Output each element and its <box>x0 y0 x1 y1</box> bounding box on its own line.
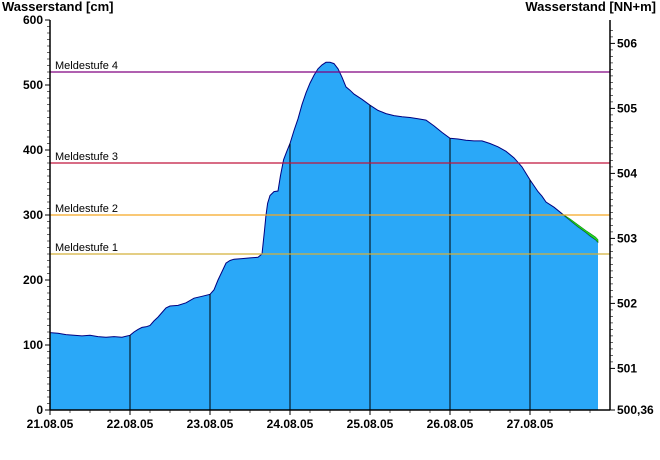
x-tick-label: 22.08.05 <box>107 417 154 431</box>
threshold-layer: Meldestufe 1 Meldestufe 2 Meldestufe 3 Meld… <box>50 60 610 255</box>
x-tick-label: 24.08.05 <box>267 417 314 431</box>
left-tick-label: 100 <box>23 338 43 352</box>
threshold-label: Meldestufe 4 <box>55 60 118 72</box>
right-tick-label: 503 <box>617 231 637 245</box>
left-tick-label: 500 <box>23 78 43 92</box>
threshold-label: Meldestufe 2 <box>55 203 118 215</box>
threshold-label: Meldestufe 3 <box>55 151 118 163</box>
axes-layer: 0 100 200 300 400 500 600 500,36 501 502 503 504 505… <box>23 13 654 431</box>
threshold-label: Meldestufe 1 <box>55 242 118 254</box>
x-tick-label: 26.08.05 <box>427 417 474 431</box>
left-tick-label: 300 <box>23 208 43 222</box>
hydrograph-area-layer <box>49 61 599 411</box>
water-level-line <box>49 61 599 338</box>
water-level-area <box>50 62 598 411</box>
x-tick-label: 27.08.05 <box>507 417 554 431</box>
right-tick-label: 501 <box>617 361 637 375</box>
right-tick-label: 504 <box>617 166 637 180</box>
right-axis-title: Wasserstand [NN+m] <box>525 0 656 14</box>
x-tick-label: 23.08.05 <box>187 417 234 431</box>
right-tick-label: 505 <box>617 101 637 115</box>
left-axis-title: Wasserstand [cm] <box>2 0 114 14</box>
right-tick-label: 500,36 <box>617 403 654 417</box>
left-tick-label: 0 <box>36 403 43 417</box>
day-grid-layer <box>129 105 531 410</box>
right-tick-label: 506 <box>617 36 637 50</box>
forecast-band <box>561 213 599 244</box>
right-tick-label: 502 <box>617 296 637 310</box>
left-tick-label: 400 <box>23 143 43 157</box>
x-tick-label: 21.08.05 <box>27 417 74 431</box>
x-tick-label: 25.08.05 <box>347 417 394 431</box>
left-tick-label: 200 <box>23 273 43 287</box>
left-tick-label: 600 <box>23 13 43 27</box>
